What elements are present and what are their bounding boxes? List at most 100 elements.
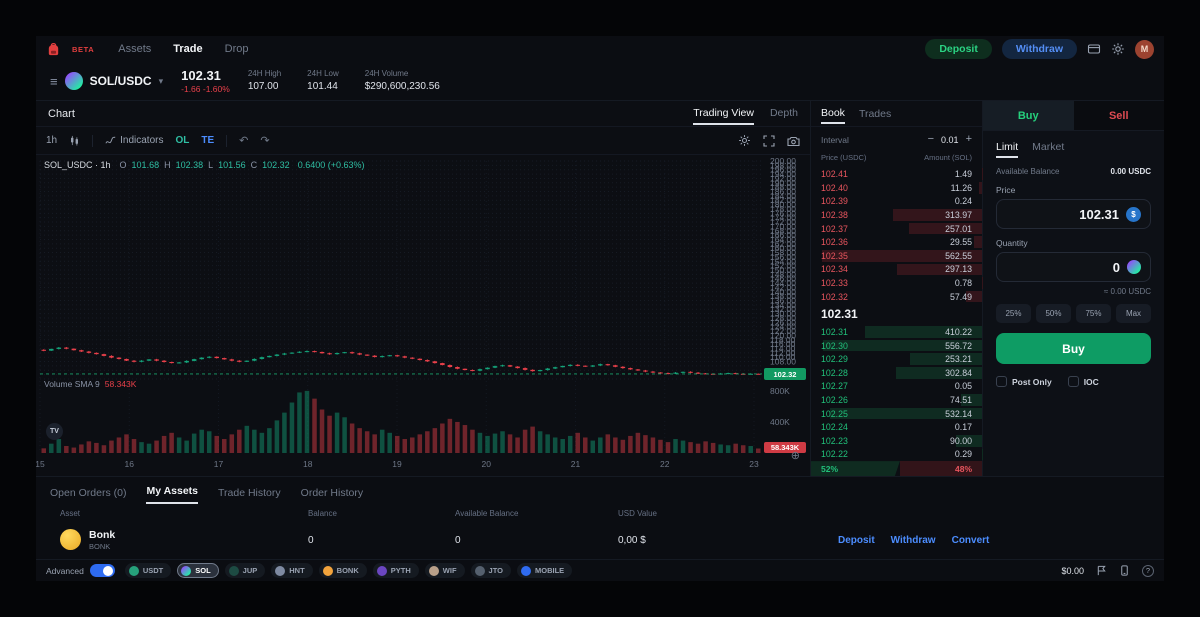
tab-open-orders-0-[interactable]: Open Orders (0) bbox=[50, 487, 127, 499]
token-pill-jto[interactable]: JTO bbox=[470, 563, 511, 578]
depth-bar bbox=[908, 222, 982, 235]
markets-list-icon[interactable]: ≡ bbox=[50, 73, 58, 89]
token-pill-jup[interactable]: JUP bbox=[224, 563, 266, 578]
book-ask-row[interactable]: 102.36 29.55 bbox=[811, 235, 982, 249]
book-bid-row[interactable]: 102.25 532.14 bbox=[811, 407, 982, 421]
token-icon bbox=[474, 565, 485, 576]
undo-icon[interactable]: ↶ bbox=[239, 135, 249, 147]
book-ask-row[interactable]: 102.38 313.97 bbox=[811, 208, 982, 222]
interval-decrease-button[interactable]: − bbox=[927, 133, 935, 146]
candlestick-chart[interactable]: 108.00110.00112.00114.00116.00118.00120.… bbox=[36, 155, 810, 476]
tab-order-history[interactable]: Order History bbox=[300, 487, 364, 499]
interval-increase-button[interactable]: + bbox=[965, 133, 972, 146]
timeframe-button[interactable]: 1h bbox=[46, 135, 58, 146]
book-bid-row[interactable]: 102.23 90.00 bbox=[811, 434, 982, 448]
interval-value[interactable]: 0.01 bbox=[941, 134, 959, 145]
book-bid-row[interactable]: 102.24 0.17 bbox=[811, 420, 982, 434]
book-ask-row[interactable]: 102.37 257.01 bbox=[811, 222, 982, 236]
book-ask-row[interactable]: 102.40 11.26 bbox=[811, 181, 982, 195]
tab-trade-history[interactable]: Trade History bbox=[218, 487, 281, 499]
withdraw-button[interactable]: Withdraw bbox=[1001, 39, 1077, 59]
chart-canvas[interactable]: 108.00 110.00 112.00 114.00 116.00 118.00 120.… bbox=[36, 155, 810, 476]
tab-my-assets[interactable]: My Assets bbox=[146, 485, 199, 504]
percent-button-25[interactable]: 25% bbox=[996, 304, 1031, 323]
tab-buy[interactable]: Buy bbox=[983, 101, 1074, 130]
quantity-input[interactable]: 0 bbox=[996, 252, 1151, 282]
buy-submit-button[interactable]: Buy bbox=[996, 333, 1151, 364]
action-withdraw[interactable]: Withdraw bbox=[890, 534, 936, 546]
tab-market[interactable]: Market bbox=[1032, 141, 1065, 153]
checkbox-post-only[interactable]: Post Only bbox=[996, 376, 1052, 387]
book-bid-row[interactable]: 102.31 410.22 bbox=[811, 325, 982, 339]
nav-item-trade[interactable]: Trade bbox=[173, 43, 203, 55]
pair-selector[interactable]: ≡ SOL/USDC ▾ bbox=[50, 72, 163, 90]
token-pill-usdt[interactable]: USDT bbox=[124, 563, 172, 578]
scroll-to-realtime-icon[interactable]: ⊕ bbox=[790, 450, 800, 462]
advanced-toggle[interactable] bbox=[89, 564, 115, 577]
token-pill-mobile[interactable]: MOBILE bbox=[516, 563, 573, 578]
book-price: 102.31 bbox=[821, 326, 848, 337]
nav-item-drop[interactable]: Drop bbox=[224, 43, 249, 55]
percent-button-75[interactable]: 75% bbox=[1076, 304, 1111, 323]
book-bid-row[interactable]: 102.30 556.72 bbox=[811, 339, 982, 353]
settings-gear-icon[interactable] bbox=[1111, 42, 1125, 56]
nav-item-assets[interactable]: Assets bbox=[118, 43, 152, 55]
checkbox-ioc[interactable]: IOC bbox=[1067, 376, 1099, 387]
percent-button-50[interactable]: 50% bbox=[1036, 304, 1071, 323]
rewards-flag-icon[interactable] bbox=[1096, 565, 1107, 576]
camera-screenshot-icon[interactable] bbox=[787, 135, 800, 147]
tab-depth[interactable]: Depth bbox=[769, 107, 798, 119]
help-icon[interactable]: ? bbox=[1142, 564, 1154, 577]
checkbox-box[interactable] bbox=[996, 376, 1007, 387]
tab-limit[interactable]: Limit bbox=[996, 141, 1019, 158]
action-deposit[interactable]: Deposit bbox=[838, 534, 875, 546]
percent-button-max[interactable]: Max bbox=[1116, 304, 1151, 323]
book-bid-row[interactable]: 102.28 302.84 bbox=[811, 366, 982, 380]
book-bid-row[interactable]: 102.27 0.05 bbox=[811, 380, 982, 394]
tab-trading-view[interactable]: Trading View bbox=[693, 102, 754, 125]
redo-icon[interactable]: ↷ bbox=[260, 135, 270, 147]
quantity-field-label: Quantity bbox=[996, 238, 1028, 248]
token-pill-bonk[interactable]: BONK bbox=[318, 563, 367, 578]
token-pill-sol[interactable]: SOL bbox=[177, 563, 219, 578]
action-convert[interactable]: Convert bbox=[951, 534, 990, 546]
candle-style-icon[interactable] bbox=[69, 135, 80, 146]
tab-trades[interactable]: Trades bbox=[858, 108, 892, 121]
asset-name-block: Bonk BONK bbox=[89, 529, 115, 552]
deposit-button[interactable]: Deposit bbox=[925, 39, 992, 59]
te-button[interactable]: TE bbox=[201, 135, 215, 146]
book-ask-row[interactable]: 102.32 57.49 bbox=[811, 290, 982, 304]
svg-text:124.00: 124.00 bbox=[770, 322, 796, 332]
avatar[interactable]: M bbox=[1135, 39, 1154, 59]
book-ask-row[interactable]: 102.33 0.78 bbox=[811, 276, 982, 290]
fullscreen-icon[interactable] bbox=[763, 134, 775, 147]
mobile-app-icon[interactable] bbox=[1119, 565, 1130, 576]
book-ask-row[interactable]: 102.41 1.49 bbox=[811, 167, 982, 181]
positions-panel: Open Orders (0) My Assets Trade History Ord… bbox=[36, 477, 1164, 559]
wallet-icon[interactable] bbox=[1087, 42, 1101, 56]
tab-book[interactable]: Book bbox=[821, 102, 845, 125]
book-amount: 11.26 bbox=[950, 182, 972, 193]
price-input[interactable]: 102.31 $ bbox=[996, 199, 1151, 229]
book-price: 102.29 bbox=[821, 354, 848, 365]
indicators-button[interactable]: Indicators bbox=[105, 135, 163, 146]
chart-settings-gear-icon[interactable] bbox=[738, 134, 751, 147]
checkbox-box[interactable] bbox=[1067, 376, 1079, 387]
svg-text:140.00: 140.00 bbox=[770, 287, 796, 297]
ol-button[interactable]: OL bbox=[175, 135, 190, 146]
book-ask-row[interactable]: 102.34 297.13 bbox=[811, 263, 982, 277]
token-pill-hnt[interactable]: HNT bbox=[271, 563, 313, 578]
book-bid-row[interactable]: 102.22 0.29 bbox=[811, 448, 982, 462]
token-pill-pyth[interactable]: PYTH bbox=[372, 563, 419, 578]
tab-sell[interactable]: Sell bbox=[1073, 101, 1164, 130]
last-price-block: 102.31 -1.66 -1.60% bbox=[181, 68, 230, 94]
token-pill-wif[interactable]: WIF bbox=[424, 563, 465, 578]
book-bid-row[interactable]: 102.26 74.51 bbox=[811, 393, 982, 407]
backpack-logo-icon[interactable] bbox=[46, 41, 62, 57]
book-ask-row[interactable]: 102.35 562.55 bbox=[811, 249, 982, 263]
book-bid-row[interactable]: 102.29 253.21 bbox=[811, 352, 982, 366]
book-amount: 532.14 bbox=[945, 408, 972, 419]
book-price: 102.28 bbox=[821, 367, 848, 378]
book-ask-row[interactable]: 102.39 0.24 bbox=[811, 195, 982, 209]
book-amount: 302.84 bbox=[945, 367, 972, 378]
